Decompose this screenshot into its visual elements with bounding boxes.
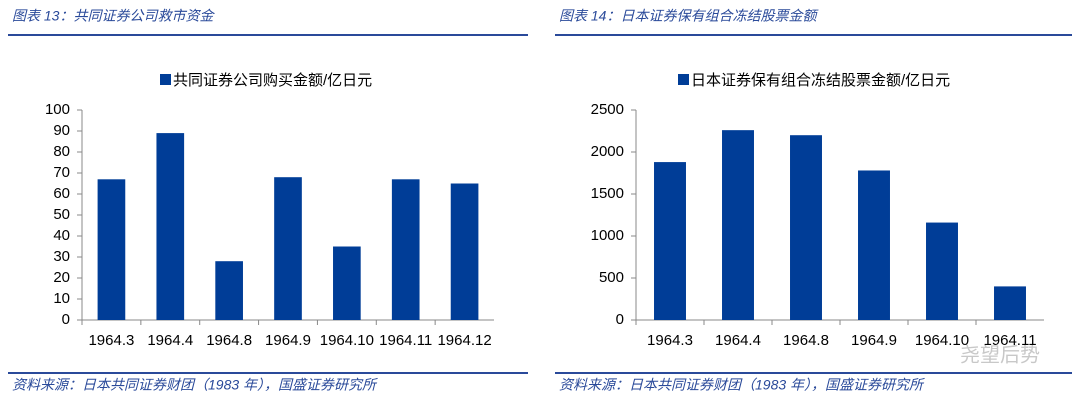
x-tick-label: 1964.3 xyxy=(88,332,134,349)
x-tick-label: 1964.4 xyxy=(715,332,761,349)
y-tick-label: 1500 xyxy=(591,185,624,202)
y-tick-label: 30 xyxy=(53,248,70,265)
x-tick-label: 1964.10 xyxy=(320,332,374,349)
bar xyxy=(722,130,754,320)
y-tick-label: 0 xyxy=(616,311,624,328)
y-tick-label: 80 xyxy=(53,143,70,160)
y-tick-label: 40 xyxy=(53,227,70,244)
y-tick-label: 70 xyxy=(53,164,70,181)
x-tick-label: 1964.11 xyxy=(379,332,432,349)
y-tick-label: 0 xyxy=(62,311,70,328)
figure-title: 图表 13：共同证券公司救市资金 xyxy=(12,8,215,24)
bar xyxy=(215,261,243,320)
x-tick-label: 1964.4 xyxy=(147,332,193,349)
legend-swatch xyxy=(160,74,171,85)
bar xyxy=(654,162,686,320)
x-tick-label: 1964.3 xyxy=(647,332,693,349)
y-tick-label: 90 xyxy=(53,122,70,139)
source: 资料来源：日本共同证券财团（1983 年），国盛证券研究所 xyxy=(12,377,378,393)
y-tick-label: 20 xyxy=(53,269,70,286)
x-tick-label: 1964.10 xyxy=(915,332,969,349)
figure-title: 图表 14：日本证券保有组合冻结股票金额 xyxy=(559,8,819,24)
legend-label: 日本证券保有组合冻结股票金额/亿日元 xyxy=(691,71,950,89)
x-tick-label: 1964.8 xyxy=(206,332,252,349)
y-tick-label: 10 xyxy=(53,290,70,307)
bar xyxy=(333,246,361,320)
x-tick-label: 1964.12 xyxy=(437,332,491,349)
bar xyxy=(790,135,822,320)
x-tick-label: 1964.9 xyxy=(265,332,311,349)
bar xyxy=(450,183,479,320)
bar xyxy=(391,179,420,320)
legend-label: 共同证券公司购买金额/亿日元 xyxy=(173,72,372,89)
watermark: 尧望后势 xyxy=(960,343,1040,366)
y-tick-label: 100 xyxy=(45,101,70,118)
y-tick-label: 2000 xyxy=(591,143,624,160)
x-tick-label: 1964.9 xyxy=(851,332,897,349)
bar xyxy=(926,222,958,320)
y-tick-label: 1000 xyxy=(591,227,624,244)
x-tick-label: 1964.8 xyxy=(783,332,829,349)
bar xyxy=(156,133,185,320)
y-tick-label: 50 xyxy=(53,206,70,223)
y-tick-label: 60 xyxy=(53,185,70,202)
bar xyxy=(97,179,126,320)
bar xyxy=(274,177,302,320)
bar xyxy=(994,286,1026,320)
source: 资料来源：日本共同证券财团（1983 年），国盛证券研究所 xyxy=(559,377,925,393)
x-tick-label: 1964.11 xyxy=(983,332,1036,349)
legend-swatch xyxy=(678,74,689,85)
y-tick-label: 500 xyxy=(599,269,624,286)
y-tick-label: 2500 xyxy=(591,101,624,118)
bar xyxy=(858,170,890,320)
